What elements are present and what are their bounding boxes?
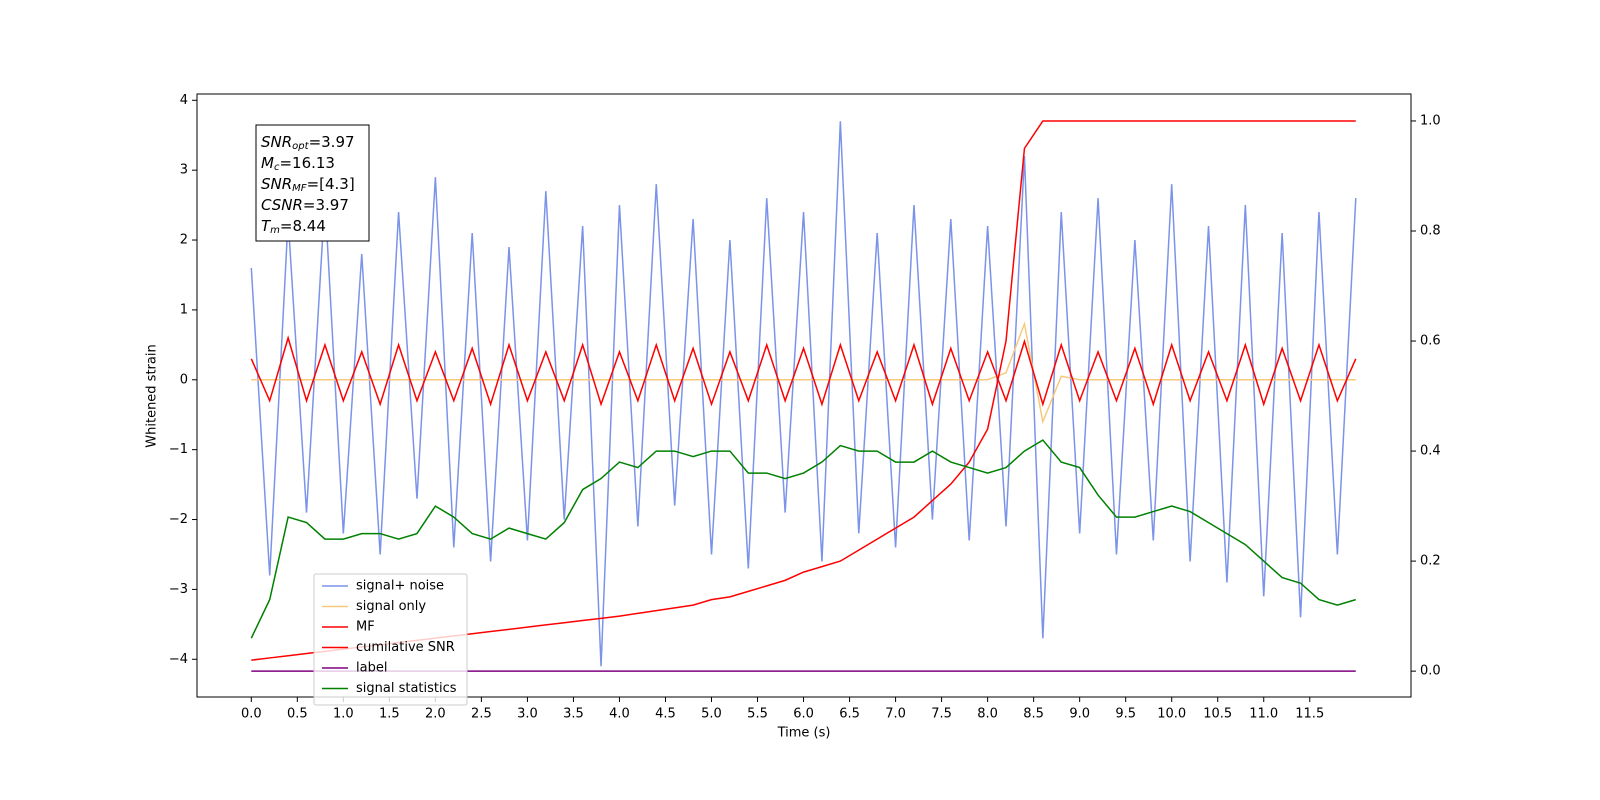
x-tick-label: 9.0 xyxy=(1069,707,1090,722)
y2-tick-label: 0.6 xyxy=(1420,334,1441,349)
annotation-main: SNR xyxy=(261,175,292,193)
series-line xyxy=(250,121,1357,667)
annotation-value: =8.44 xyxy=(280,217,326,235)
y-tick-label: 0 xyxy=(180,372,188,387)
series-line xyxy=(251,321,1356,425)
legend-label: signal statistics xyxy=(356,681,457,696)
x-axis-label: Time (s) xyxy=(777,726,831,741)
x-tick-label: 8.5 xyxy=(1023,707,1044,722)
y-tick-label: 1 xyxy=(180,302,188,317)
annotation: SNRMF=[4.3] xyxy=(261,175,355,195)
x-tick-label: 6.5 xyxy=(839,707,860,722)
annotation-main: SNR xyxy=(261,133,292,151)
x-tick-label: 8.0 xyxy=(977,707,998,722)
x-tick-label: 4.0 xyxy=(609,707,630,722)
x-tick-label: 9.5 xyxy=(1115,707,1136,722)
x-tick-label: 10.5 xyxy=(1203,707,1232,722)
annotation-box: SNRopt=3.97Mc=16.13SNRMF=[4.3]CSNR=3.97T… xyxy=(255,124,370,242)
y2-tick-label: 0.4 xyxy=(1420,444,1441,459)
annotation-main: CSNR xyxy=(261,196,303,214)
annotation-sub: c xyxy=(274,162,280,173)
annotation-main: M xyxy=(261,154,274,172)
y-tick-label: 3 xyxy=(180,163,188,178)
y2-tick-label: 0.2 xyxy=(1420,554,1441,569)
x-tick-label: 6.0 xyxy=(793,707,814,722)
y-axis-label: Whitened strain xyxy=(145,344,160,447)
x-tick-label: 2.0 xyxy=(425,707,446,722)
annotation: CSNR=3.97 xyxy=(261,196,349,214)
annotation: SNRopt=3.97 xyxy=(261,133,355,153)
x-tick-label: 1.5 xyxy=(379,707,400,722)
x-tick-label: 11.5 xyxy=(1295,707,1324,722)
x-tick-label: 4.5 xyxy=(655,707,676,722)
annotation-main: T xyxy=(261,217,272,235)
y2-tick-label: 0.8 xyxy=(1420,223,1441,238)
series-line xyxy=(250,335,1357,407)
legend-label: label xyxy=(356,661,387,676)
x-tick-label: 5.0 xyxy=(701,707,722,722)
x-tick-label: 3.5 xyxy=(563,707,584,722)
x-tick-label: 2.5 xyxy=(471,707,492,722)
annotation: Mc=16.13 xyxy=(261,154,335,174)
x-tick-label: 5.5 xyxy=(747,707,768,722)
annotation-value: =3.97 xyxy=(303,196,349,214)
x-tick-label: 0.5 xyxy=(287,707,308,722)
series-line xyxy=(250,439,1356,639)
x-tick-label: 7.0 xyxy=(885,707,906,722)
y-tick-label: −2 xyxy=(169,512,188,527)
y2-tick-label: 1.0 xyxy=(1420,113,1441,128)
x-tick-label: 11.0 xyxy=(1249,707,1278,722)
y2-tick-label: 0.0 xyxy=(1420,664,1441,679)
annotation-frame xyxy=(255,124,370,242)
y-tick-label: −4 xyxy=(169,652,188,667)
annotation-value: =[4.3] xyxy=(307,175,355,193)
y-tick-label: 2 xyxy=(180,233,188,248)
legend-frame xyxy=(313,573,468,706)
legend-label: cumilative SNR xyxy=(356,640,455,655)
annotation-value: =16.13 xyxy=(279,154,335,172)
y-tick-label: −1 xyxy=(169,442,188,457)
x-tick-label: 3.0 xyxy=(517,707,538,722)
x-tick-label: 10.0 xyxy=(1157,707,1186,722)
legend-label: MF xyxy=(356,620,375,635)
annotation-sub: opt xyxy=(292,141,309,152)
annotation-sub: m xyxy=(270,225,280,236)
legend-label: signal+ noise xyxy=(356,579,444,594)
legend: signal+ noise signal only MF cumilative SNR… xyxy=(313,573,468,706)
y-tick-label: 4 xyxy=(180,93,188,108)
legend-label: signal only xyxy=(356,599,426,614)
x-tick-label: 1.0 xyxy=(333,707,354,722)
x-tick-label: 7.5 xyxy=(931,707,952,722)
annotation-value: =3.97 xyxy=(309,133,355,151)
annotation-sub: MF xyxy=(292,183,307,194)
annotation: Tm=8.44 xyxy=(261,217,326,237)
y-tick-label: −3 xyxy=(169,582,188,597)
x-tick-label: 0.0 xyxy=(241,707,262,722)
